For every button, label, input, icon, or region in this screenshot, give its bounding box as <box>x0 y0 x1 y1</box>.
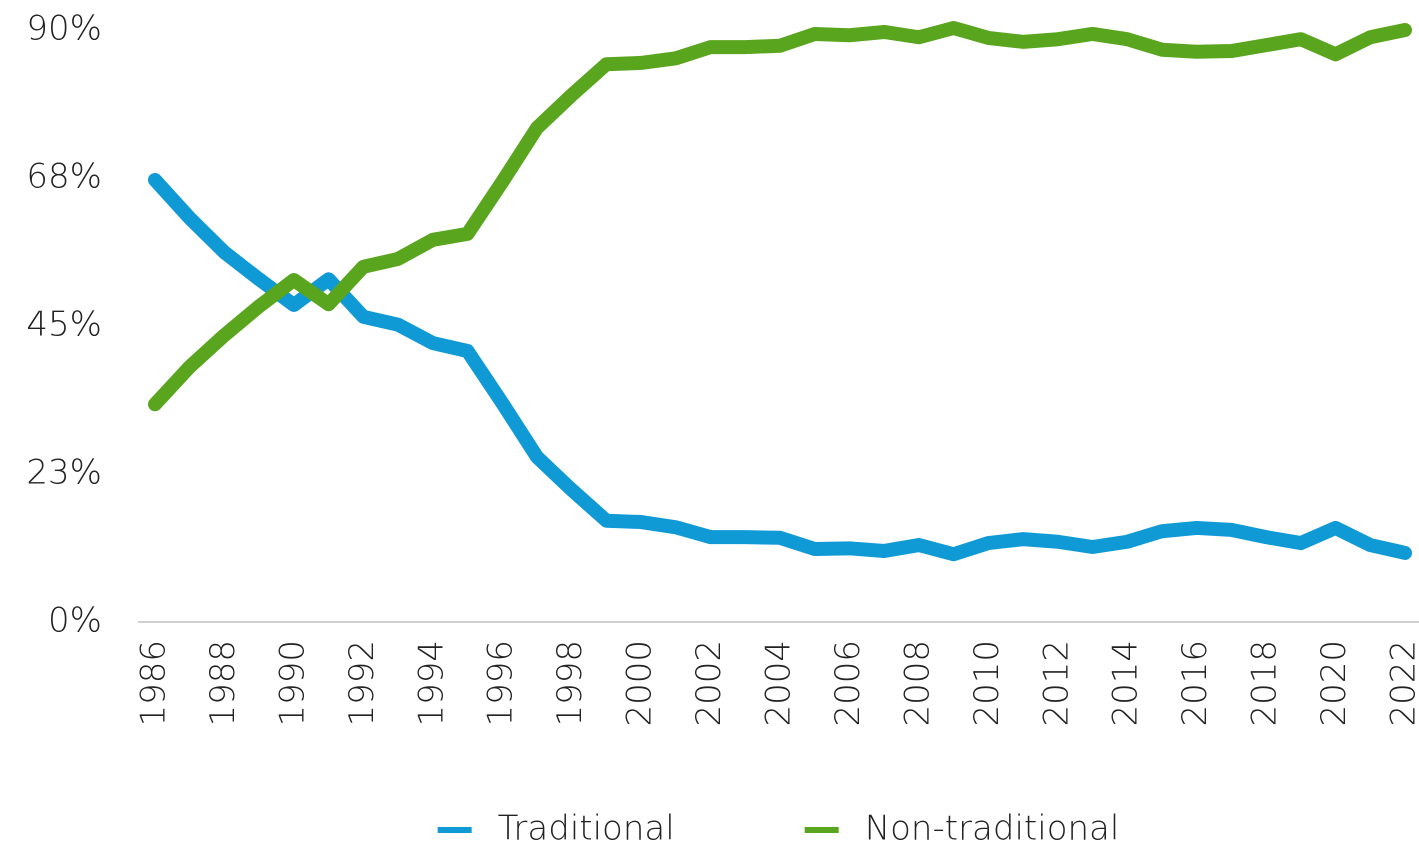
x-tick-label: 2010 <box>967 640 1007 727</box>
series-line <box>148 21 1412 412</box>
x-tick-label: 2022 <box>1384 640 1419 727</box>
x-tick-label: 1994 <box>411 640 451 727</box>
x-tick-label: 1986 <box>134 640 174 727</box>
x-tick-label: 1990 <box>272 640 312 727</box>
x-tick-label: 1992 <box>342 640 382 727</box>
x-tick-label: 1988 <box>203 640 243 727</box>
x-tick-label: 2002 <box>689 640 729 727</box>
y-tick-label: 68% <box>26 157 102 197</box>
x-tick-label: 2000 <box>620 640 660 727</box>
x-tick-label: 2018 <box>1245 640 1285 727</box>
series-line <box>148 172 1412 562</box>
x-tick-label: 2012 <box>1036 640 1076 727</box>
y-tick-label: 23% <box>26 453 102 493</box>
x-tick-label: 2006 <box>828 640 868 727</box>
x-tick-label: 2020 <box>1314 640 1354 727</box>
x-tick-label: 2014 <box>1106 640 1146 727</box>
x-tick-label: 2008 <box>897 640 937 727</box>
x-tick-label: 1998 <box>550 640 590 727</box>
y-tick-label: 90% <box>26 9 102 49</box>
legend-label: Non-traditional <box>865 809 1120 848</box>
legend-label: Traditional <box>498 809 675 848</box>
x-tick-label: 1996 <box>481 640 521 727</box>
x-tick-label: 2016 <box>1175 640 1215 727</box>
x-tick-label: 2004 <box>759 640 799 727</box>
y-tick-label: 45% <box>26 305 102 345</box>
y-tick-label: 0% <box>48 601 102 641</box>
